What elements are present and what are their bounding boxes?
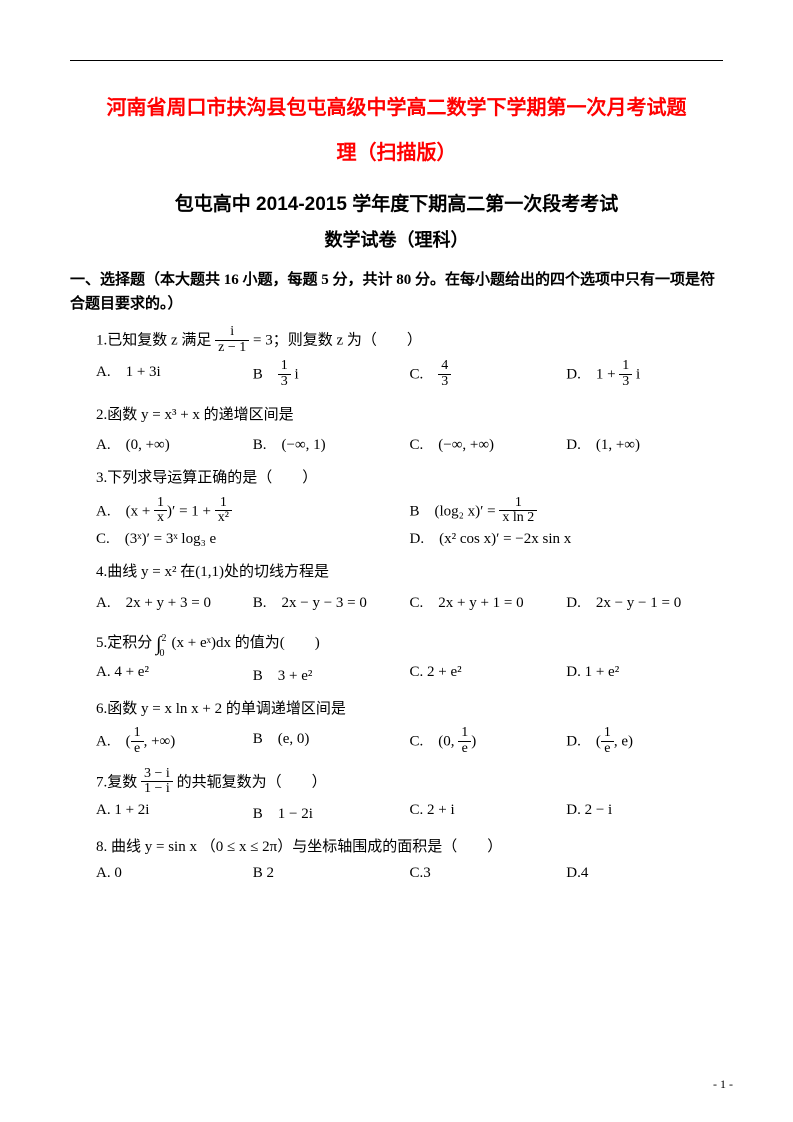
black-title: 包屯高中 2014-2015 学年度下期高二第一次段考考试 — [70, 189, 723, 216]
red-subtitle: 理（扫描版） — [70, 136, 723, 165]
q5-D: D. 1 + e² — [566, 664, 723, 685]
q1-C: C. 43 — [410, 360, 567, 390]
black-subtitle: 数学试卷（理科） — [70, 226, 723, 252]
q7-A: A. 1 + 2i — [96, 802, 253, 823]
q3-C: C. (3ˣ)′ = 3ˣ log₃ e — [96, 527, 410, 548]
q8-D: D.4 — [566, 865, 723, 882]
q1-options: A. 1 + 3i B 13 i C. 43 D. 1 + 13 i — [96, 360, 723, 390]
q5-A: A. 4 + e² — [96, 664, 253, 685]
q1-mid: = 3；则复数 z 为（ ） — [253, 333, 422, 349]
page-number: - 1 - — [713, 1077, 733, 1092]
q4-A: A. 2x + y + 3 = 0 — [96, 591, 253, 612]
q4-C: C. 2x + y + 1 = 0 — [410, 591, 567, 612]
red-title: 河南省周口市扶沟县包屯高级中学高二数学下学期第一次月考试题 — [70, 91, 723, 120]
q8-C: C.3 — [410, 865, 567, 882]
q7-B: B 1 − 2i — [253, 802, 410, 823]
q6-options: A. (1e, +∞) B (e, 0) C. (0, 1e) D. (1e, … — [96, 727, 723, 757]
exam-page: 河南省周口市扶沟县包屯高级中学高二数学下学期第一次月考试题 理（扫描版） 包屯高… — [0, 0, 793, 928]
q6-D: D. (1e, e) — [566, 727, 723, 757]
q7: 7.复数 3 − i1 − i 的共轭复数为（ ） — [96, 768, 723, 798]
q4: 4.曲线 y = x² 在(1,1)处的切线方程是 — [96, 558, 723, 587]
q2-A: A. (0, +∞) — [96, 433, 253, 454]
top-rule — [70, 60, 723, 61]
q3-options: A. (x + 1x)′ = 1 + 1x² B (log₂ x)′ = 1x … — [96, 497, 723, 548]
q7-D: D. 2 − i — [566, 802, 723, 823]
q6: 6.函数 y = x ln x + 2 的单调递增区间是 — [96, 695, 723, 724]
q4-B: B. 2x − y − 3 = 0 — [253, 591, 410, 612]
q6-B: B (e, 0) — [253, 727, 410, 757]
section-1-heading: 一、选择题（本大题共 16 小题，每题 5 分，共计 80 分。在每小题给出的四… — [70, 268, 723, 316]
q3-B: B (log₂ x)′ = 1x ln 2 — [410, 497, 724, 527]
q1-text: 1.已知复数 z 满足 — [96, 333, 215, 349]
q4-options: A. 2x + y + 3 = 0 B. 2x − y − 3 = 0 C. 2… — [96, 591, 723, 612]
q7-C: C. 2 + i — [410, 802, 567, 823]
q3: 3.下列求导运算正确的是（ ） — [96, 464, 723, 493]
q7-options: A. 1 + 2i B 1 − 2i C. 2 + i D. 2 − i — [96, 802, 723, 823]
q3-A: A. (x + 1x)′ = 1 + 1x² — [96, 497, 410, 527]
q1-frac: iz − 1 — [215, 325, 249, 355]
q1-B: B 13 i — [253, 360, 410, 390]
q5-C: C. 2 + e² — [410, 664, 567, 685]
q8: 8. 曲线 y = sin x （0 ≤ x ≤ 2π）与坐标轴围成的面积是（ … — [96, 833, 723, 862]
q2-B: B. (−∞, 1) — [253, 433, 410, 454]
q1-D: D. 1 + 13 i — [566, 360, 723, 390]
q1-A: A. 1 + 3i — [96, 360, 253, 390]
q5-options: A. 4 + e² B 3 + e² C. 2 + e² D. 1 + e² — [96, 664, 723, 685]
q6-C: C. (0, 1e) — [410, 727, 567, 757]
q6-A: A. (1e, +∞) — [96, 727, 253, 757]
q2-C: C. (−∞, +∞) — [410, 433, 567, 454]
q8-B: B 2 — [253, 865, 410, 882]
q1: 1.已知复数 z 满足 iz − 1 = 3；则复数 z 为（ ） — [96, 326, 723, 356]
q2-options: A. (0, +∞) B. (−∞, 1) C. (−∞, +∞) D. (1,… — [96, 433, 723, 454]
q8-A: A. 0 — [96, 865, 253, 882]
q4-D: D. 2x − y − 1 = 0 — [566, 591, 723, 612]
q5-B: B 3 + e² — [253, 664, 410, 685]
q2: 2.函数 y = x³ + x 的递增区间是 — [96, 401, 723, 430]
q3-D: D. (x² cos x)′ = −2x sin x — [410, 527, 724, 548]
q2-D: D. (1, +∞) — [566, 433, 723, 454]
q8-options: A. 0 B 2 C.3 D.4 — [96, 865, 723, 882]
q5: 5.定积分 ∫20(x + eˣ)dx 的值为( ) — [96, 622, 723, 660]
